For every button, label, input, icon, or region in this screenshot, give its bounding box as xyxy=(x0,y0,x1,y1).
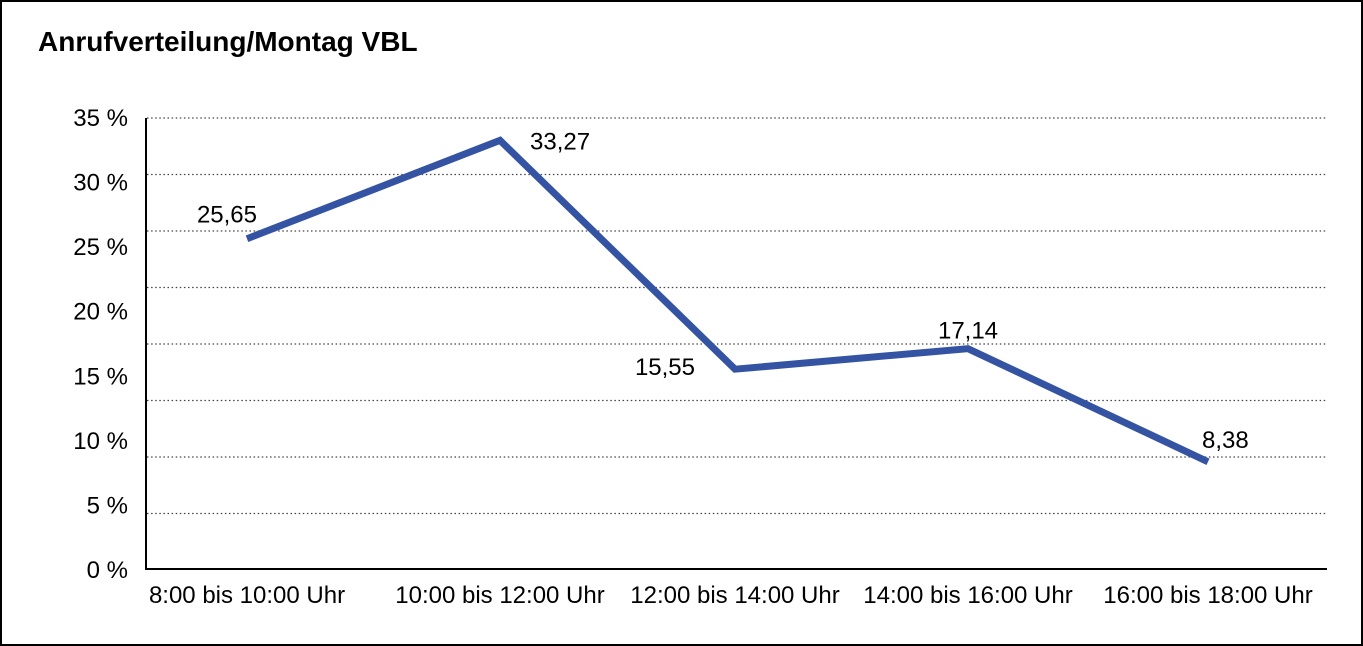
y-axis-tick-label: 25 % xyxy=(73,234,128,261)
y-axis-tick-label: 5 % xyxy=(87,492,128,519)
y-axis-tick-label: 35 % xyxy=(73,105,128,132)
data-point-label: 8,38 xyxy=(1202,427,1249,454)
chart-title: Anrufverteilung/Montag VBL xyxy=(38,26,418,57)
x-axis-category-label: 14:00 bis 16:00 Uhr xyxy=(863,582,1072,609)
data-point-label: 33,27 xyxy=(530,128,590,155)
y-axis-tick-label: 15 % xyxy=(73,363,128,390)
y-axis-tick-label: 10 % xyxy=(73,428,128,455)
x-axis-category-label: 16:00 bis 18:00 Uhr xyxy=(1103,582,1312,609)
y-axis-tick-label: 30 % xyxy=(73,170,128,197)
series-line xyxy=(245,136,1210,465)
y-axis-tick-label: 20 % xyxy=(73,299,128,326)
x-axis-category-label: 10:00 bis 12:00 Uhr xyxy=(395,582,604,609)
data-point-label: 15,55 xyxy=(635,354,695,381)
data-point-label: 17,14 xyxy=(938,318,998,345)
x-axis-category-label: 8:00 bis 10:00 Uhr xyxy=(149,582,345,609)
x-axis-category-label: 12:00 bis 14:00 Uhr xyxy=(630,582,839,609)
y-axis-tick-label: 0 % xyxy=(87,557,128,584)
data-point-label: 25,65 xyxy=(197,202,257,229)
